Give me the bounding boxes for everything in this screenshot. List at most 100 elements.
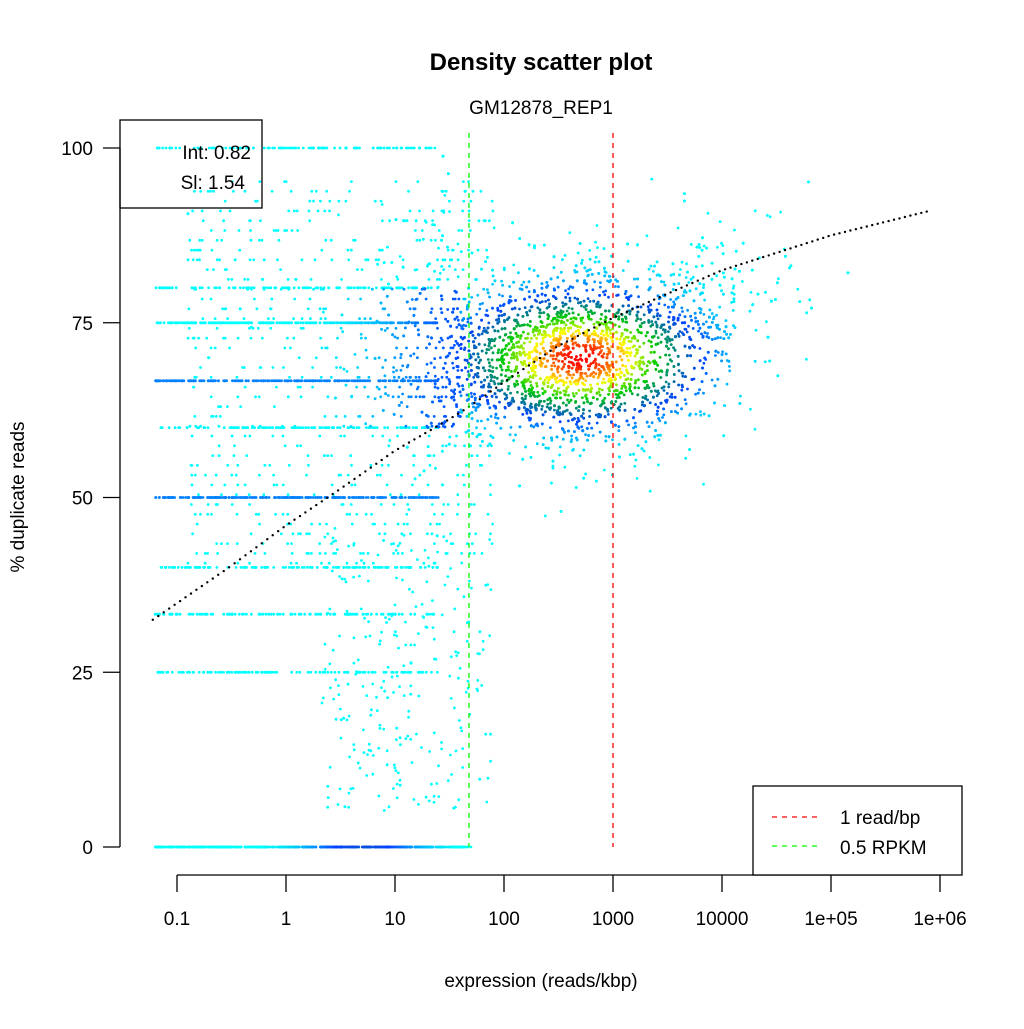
scatter-point xyxy=(223,336,227,340)
scatter-point xyxy=(465,415,469,418)
scatter-point xyxy=(176,566,180,569)
scatter-point xyxy=(378,727,382,730)
scatter-point xyxy=(719,336,722,339)
scatter-point xyxy=(336,803,340,806)
scatter-point xyxy=(593,260,597,264)
scatter-point xyxy=(632,416,635,420)
scatter-point xyxy=(186,561,190,565)
scatter-point xyxy=(190,483,194,487)
scatter-point xyxy=(228,209,232,213)
scatter-point xyxy=(299,395,303,399)
scatter-point xyxy=(420,746,423,749)
scatter-point xyxy=(472,503,476,506)
scatter-point xyxy=(191,286,195,290)
scatter-point xyxy=(650,421,654,425)
scatter-point xyxy=(603,266,606,270)
scatter-point xyxy=(318,542,322,545)
scatter-point xyxy=(224,307,228,311)
scatter-point xyxy=(257,512,261,516)
scatter-point xyxy=(448,351,451,355)
scatter-point xyxy=(318,434,322,438)
scatter-point xyxy=(696,391,700,395)
scatter-point xyxy=(198,566,202,569)
scatter-point xyxy=(232,454,236,457)
scatter-point xyxy=(463,444,466,448)
scatter-point xyxy=(433,395,437,399)
scatter-point xyxy=(407,189,410,193)
scatter-point xyxy=(382,146,386,150)
scatter-point xyxy=(350,180,353,184)
scatter-point xyxy=(703,331,707,335)
scatter-point xyxy=(404,375,408,379)
scatter-point xyxy=(672,300,676,304)
scatter-point xyxy=(732,292,736,296)
scatter-point xyxy=(753,359,757,363)
scatter-point xyxy=(690,318,693,322)
scatter-point xyxy=(634,425,637,428)
scatter-point xyxy=(214,415,218,418)
scatter-point xyxy=(333,612,337,616)
scatter-point xyxy=(407,320,411,324)
scatter-point xyxy=(265,496,268,499)
scatter-point xyxy=(582,476,586,480)
scatter-point xyxy=(486,418,490,421)
scatter-point xyxy=(475,687,479,691)
scatter-point xyxy=(680,388,684,392)
scatter-point xyxy=(476,652,480,655)
scatter-point xyxy=(555,435,559,439)
scatter-point xyxy=(360,559,363,562)
scatter-point xyxy=(446,845,449,849)
scatter-point xyxy=(273,146,276,150)
scatter-point xyxy=(202,670,206,674)
scatter-point xyxy=(457,323,461,327)
scatter-point xyxy=(222,612,226,616)
scatter-point xyxy=(674,410,677,413)
scatter-point xyxy=(194,321,198,325)
scatter-point xyxy=(390,261,394,264)
scatter-point xyxy=(646,305,650,308)
scatter-point xyxy=(560,427,564,430)
scatter-point xyxy=(480,267,483,271)
scatter-point xyxy=(404,620,407,624)
scatter-point xyxy=(495,421,498,425)
scatter-point xyxy=(706,332,709,335)
scatter-point xyxy=(433,374,437,378)
scatter-point xyxy=(416,385,420,389)
scatter-point xyxy=(718,283,722,287)
scatter-point xyxy=(459,726,463,730)
scatter-point xyxy=(343,577,347,581)
scatter-point xyxy=(702,391,705,395)
scatter-point xyxy=(441,346,445,350)
scatter-point xyxy=(415,268,419,271)
scatter-point xyxy=(585,427,589,430)
scatter-point xyxy=(394,549,398,552)
scatter-point xyxy=(691,327,695,330)
scatter-point xyxy=(253,426,256,429)
scatter-point xyxy=(700,264,704,268)
scatter-point xyxy=(326,670,330,674)
scatter-point xyxy=(739,394,742,398)
scatter-point xyxy=(341,330,345,334)
scatter-point xyxy=(428,463,432,467)
scatter-point xyxy=(486,583,490,586)
scatter-point xyxy=(715,274,718,278)
scatter-point xyxy=(683,327,687,331)
scatter-point xyxy=(325,146,329,150)
scatter-point xyxy=(212,189,215,193)
scatter-point xyxy=(273,405,276,408)
scatter-point xyxy=(536,294,540,298)
scatter-point xyxy=(227,278,230,281)
scatter-point xyxy=(388,219,391,223)
scatter-point xyxy=(367,286,371,290)
scatter-point xyxy=(222,379,226,383)
scatter-point xyxy=(581,429,585,432)
scatter-point xyxy=(387,463,390,467)
scatter-point xyxy=(402,533,406,537)
scatter-point xyxy=(444,317,447,321)
scatter-point xyxy=(724,325,728,329)
scatter-point xyxy=(308,199,312,203)
scatter-point xyxy=(330,454,333,457)
scatter-point xyxy=(481,639,485,643)
scatter-point xyxy=(684,434,688,438)
scatter-point xyxy=(702,361,706,365)
